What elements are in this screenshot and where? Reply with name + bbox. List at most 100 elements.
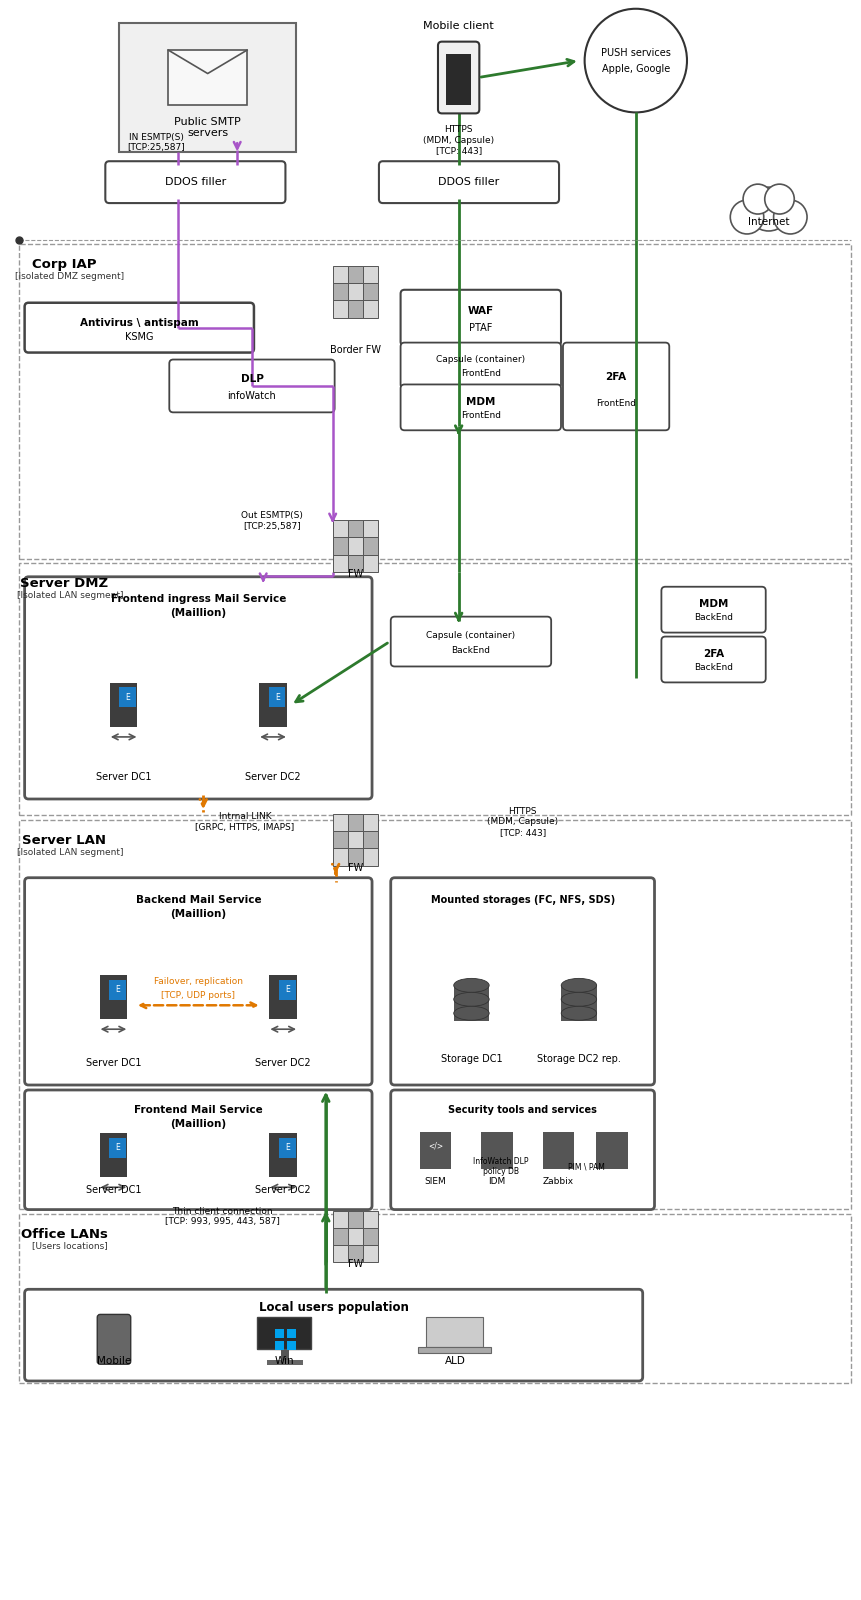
Text: PIM \ PAM: PIM \ PAM xyxy=(567,1162,604,1171)
Text: [Isolated DMZ segment]: [Isolated DMZ segment] xyxy=(15,272,124,282)
Bar xyxy=(425,1317,483,1347)
Text: Mounted storages (FC, NFS, SDS): Mounted storages (FC, NFS, SDS) xyxy=(430,894,614,904)
Bar xyxy=(542,1131,573,1170)
Text: MDM: MDM xyxy=(466,397,495,406)
Text: [Isolated LAN segment]: [Isolated LAN segment] xyxy=(16,590,123,600)
Text: BackEnd: BackEnd xyxy=(451,646,490,656)
Text: [Users locations]: [Users locations] xyxy=(32,1242,108,1251)
Text: Storage DC1: Storage DC1 xyxy=(440,1054,502,1064)
Bar xyxy=(267,1360,302,1365)
Bar xyxy=(332,1227,347,1245)
Text: DDOS filler: DDOS filler xyxy=(438,178,499,187)
Text: Border FW: Border FW xyxy=(330,344,381,355)
Text: SIEM: SIEM xyxy=(424,1178,446,1186)
Text: Server DC1: Server DC1 xyxy=(85,1184,141,1195)
Text: BackEnd: BackEnd xyxy=(693,613,732,622)
Text: MDM: MDM xyxy=(698,598,728,610)
Bar xyxy=(332,1245,347,1262)
Text: E: E xyxy=(285,1144,289,1152)
Text: PTAF: PTAF xyxy=(468,323,492,333)
Text: Frontend Mail Service: Frontend Mail Service xyxy=(133,1106,263,1115)
Bar xyxy=(347,266,362,283)
Bar xyxy=(19,819,851,1208)
Text: Server DMZ: Server DMZ xyxy=(20,576,108,590)
Bar xyxy=(362,1245,377,1262)
Bar xyxy=(480,1131,512,1170)
Text: DLP: DLP xyxy=(240,374,263,384)
Bar xyxy=(362,301,377,318)
Text: Local users population: Local users population xyxy=(258,1301,408,1314)
Bar xyxy=(19,243,851,558)
Bar xyxy=(269,688,285,707)
Text: KSMG: KSMG xyxy=(125,331,153,342)
Text: (Maillion): (Maillion) xyxy=(170,1118,226,1130)
Bar xyxy=(347,848,362,866)
Bar xyxy=(332,283,347,301)
Text: Mobile client: Mobile client xyxy=(423,21,493,30)
Bar xyxy=(109,1138,126,1157)
Text: (Maillion): (Maillion) xyxy=(170,608,226,618)
Bar xyxy=(347,1245,362,1262)
Text: Win: Win xyxy=(275,1357,294,1366)
Bar xyxy=(362,266,377,283)
Bar xyxy=(120,688,136,707)
Text: FrontEnd: FrontEnd xyxy=(596,400,635,408)
Text: PUSH services: PUSH services xyxy=(600,48,670,58)
Bar xyxy=(100,1133,127,1178)
Bar xyxy=(347,1227,362,1245)
Text: FW: FW xyxy=(347,568,362,579)
Bar xyxy=(730,206,805,227)
Text: E: E xyxy=(125,693,130,702)
Text: Server DC2: Server DC2 xyxy=(245,773,300,782)
Bar xyxy=(596,1131,627,1170)
Bar xyxy=(347,1211,362,1227)
Text: 2FA: 2FA xyxy=(703,650,723,659)
Text: E: E xyxy=(115,1144,120,1152)
Bar xyxy=(259,683,287,726)
Bar xyxy=(362,555,377,571)
Text: DDOS filler: DDOS filler xyxy=(164,178,226,187)
Text: Out ESMTP(S)
[TCP:25,587]: Out ESMTP(S) [TCP:25,587] xyxy=(240,512,302,531)
FancyBboxPatch shape xyxy=(25,302,254,352)
Circle shape xyxy=(584,8,686,112)
FancyBboxPatch shape xyxy=(97,1315,131,1365)
FancyBboxPatch shape xyxy=(390,878,653,1085)
Ellipse shape xyxy=(561,992,596,1006)
Text: E: E xyxy=(275,693,279,702)
Bar xyxy=(347,832,362,848)
Text: Server DC2: Server DC2 xyxy=(255,1058,311,1069)
Text: infoWatch: infoWatch xyxy=(227,390,276,402)
Bar xyxy=(279,1138,295,1157)
FancyBboxPatch shape xyxy=(390,1090,653,1210)
Bar xyxy=(100,976,127,1019)
Text: HTTPS
(MDM, Capsule)
[TCP: 443]: HTTPS (MDM, Capsule) [TCP: 443] xyxy=(423,125,493,155)
Circle shape xyxy=(772,200,806,234)
Bar xyxy=(445,54,471,106)
Text: Antivirus \ antispam: Antivirus \ antispam xyxy=(80,318,198,328)
FancyBboxPatch shape xyxy=(390,616,550,667)
Bar xyxy=(362,538,377,555)
Bar xyxy=(275,1330,283,1338)
Text: IN ESMTP(S)
[TCP:25,587]: IN ESMTP(S) [TCP:25,587] xyxy=(127,133,185,152)
Text: BackEnd: BackEnd xyxy=(693,664,732,672)
FancyBboxPatch shape xyxy=(437,42,479,114)
Text: FW: FW xyxy=(347,1259,362,1269)
Text: Capsule (container): Capsule (container) xyxy=(436,355,524,365)
Text: 2FA: 2FA xyxy=(605,371,626,382)
Bar xyxy=(332,538,347,555)
FancyBboxPatch shape xyxy=(400,290,561,346)
Bar xyxy=(561,986,596,1021)
Text: Zabbix: Zabbix xyxy=(542,1178,573,1186)
Bar xyxy=(269,1133,297,1178)
Ellipse shape xyxy=(453,992,488,1006)
Text: Storage DC2 rep.: Storage DC2 rep. xyxy=(536,1054,620,1064)
Bar xyxy=(347,555,362,571)
Ellipse shape xyxy=(453,978,488,992)
Circle shape xyxy=(729,200,763,234)
Text: Server DC1: Server DC1 xyxy=(96,773,152,782)
Bar xyxy=(332,814,347,832)
FancyBboxPatch shape xyxy=(25,1090,372,1210)
Bar xyxy=(119,22,296,152)
Bar xyxy=(347,814,362,832)
Bar xyxy=(362,283,377,301)
